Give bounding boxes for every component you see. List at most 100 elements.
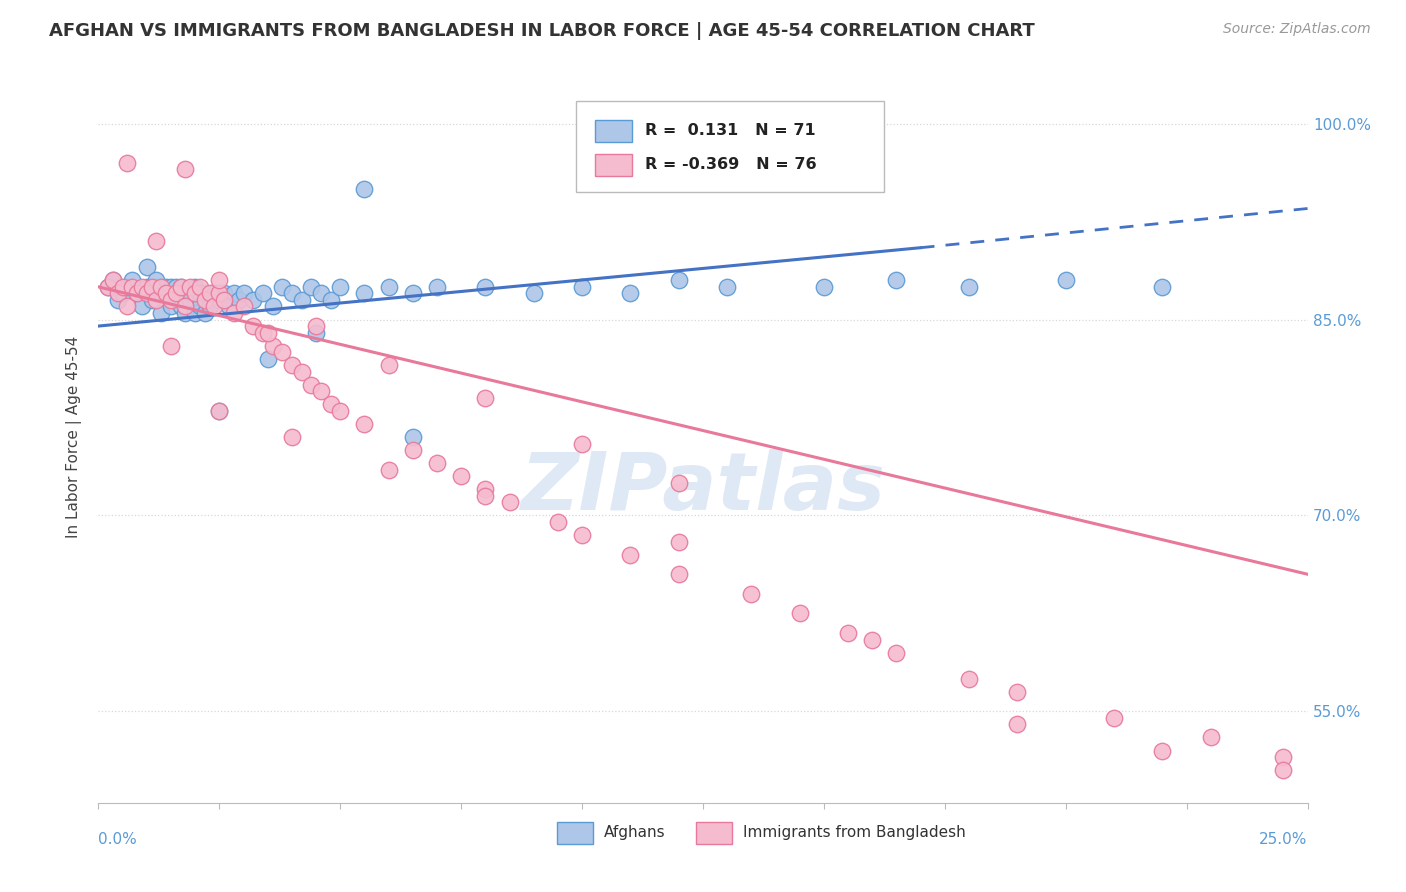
Point (222, 306, 245, 320)
Point (188, 280, 211, 294)
Point (212, 293, 235, 307)
Point (141, 293, 163, 307)
Point (179, 280, 201, 294)
Point (426, 280, 449, 294)
Point (256, 326, 278, 340)
Point (571, 436, 593, 450)
Point (474, 489, 496, 503)
Point (668, 534, 690, 549)
Point (204, 286, 226, 301)
Point (547, 515, 569, 529)
Point (329, 280, 352, 294)
Point (111, 286, 134, 301)
Point (135, 260, 157, 275)
Point (222, 286, 245, 301)
FancyBboxPatch shape (595, 120, 631, 142)
Point (716, 280, 738, 294)
Point (194, 306, 217, 320)
Point (271, 280, 294, 294)
FancyBboxPatch shape (696, 822, 733, 844)
Point (131, 280, 153, 294)
Point (135, 280, 157, 294)
Point (402, 443, 425, 458)
Point (160, 339, 183, 353)
Point (290, 365, 312, 379)
Point (160, 300, 183, 314)
Point (242, 293, 264, 307)
Point (281, 358, 304, 372)
Point (1199, 731, 1222, 745)
Point (188, 286, 211, 301)
Point (957, 280, 980, 294)
Point (377, 280, 399, 294)
Point (145, 293, 167, 307)
Point (740, 587, 762, 601)
Point (319, 293, 342, 307)
Point (179, 293, 201, 307)
Point (208, 404, 231, 418)
Point (212, 286, 235, 301)
Point (160, 293, 183, 307)
Point (402, 286, 425, 301)
Point (1054, 273, 1077, 287)
Point (208, 286, 231, 301)
Point (262, 339, 284, 353)
Point (474, 391, 496, 405)
Point (131, 300, 153, 314)
Point (155, 280, 177, 294)
Point (619, 548, 641, 562)
Point (179, 286, 201, 301)
Point (111, 280, 134, 294)
Point (145, 273, 167, 287)
Text: Source: ZipAtlas.com: Source: ZipAtlas.com (1223, 22, 1371, 37)
Point (198, 286, 221, 301)
Point (127, 286, 149, 301)
Point (184, 280, 207, 294)
Point (1007, 717, 1029, 731)
Point (194, 286, 217, 301)
Point (860, 632, 883, 647)
Point (571, 280, 593, 294)
Point (208, 293, 231, 307)
Point (523, 286, 546, 301)
Point (174, 286, 197, 301)
Point (150, 306, 173, 320)
Point (107, 286, 129, 301)
Point (377, 463, 399, 477)
Point (141, 280, 163, 294)
Point (169, 280, 191, 294)
Point (165, 280, 187, 294)
Point (188, 300, 211, 314)
Point (353, 182, 375, 196)
Point (319, 397, 342, 411)
Text: R = -0.369   N = 76: R = -0.369 N = 76 (645, 158, 817, 172)
Point (204, 300, 226, 314)
Point (218, 300, 240, 314)
Point (252, 286, 274, 301)
Point (262, 300, 284, 314)
Point (208, 404, 231, 418)
Point (198, 300, 221, 314)
Text: Afghans: Afghans (603, 825, 665, 840)
Y-axis label: In Labor Force | Age 45-54: In Labor Force | Age 45-54 (66, 336, 83, 538)
Point (150, 286, 173, 301)
Point (813, 280, 835, 294)
Point (117, 156, 139, 170)
Text: 25.0%: 25.0% (1260, 832, 1308, 847)
Point (174, 306, 197, 320)
Point (169, 300, 191, 314)
Point (174, 300, 197, 314)
Point (135, 286, 157, 301)
Point (290, 293, 312, 307)
Point (97, 280, 120, 294)
Point (121, 273, 143, 287)
Point (107, 293, 129, 307)
Point (101, 273, 124, 287)
Point (1152, 280, 1174, 294)
Point (194, 293, 217, 307)
Point (668, 475, 690, 490)
Point (155, 286, 177, 301)
Point (271, 345, 294, 359)
Point (668, 567, 690, 582)
Point (377, 358, 399, 372)
